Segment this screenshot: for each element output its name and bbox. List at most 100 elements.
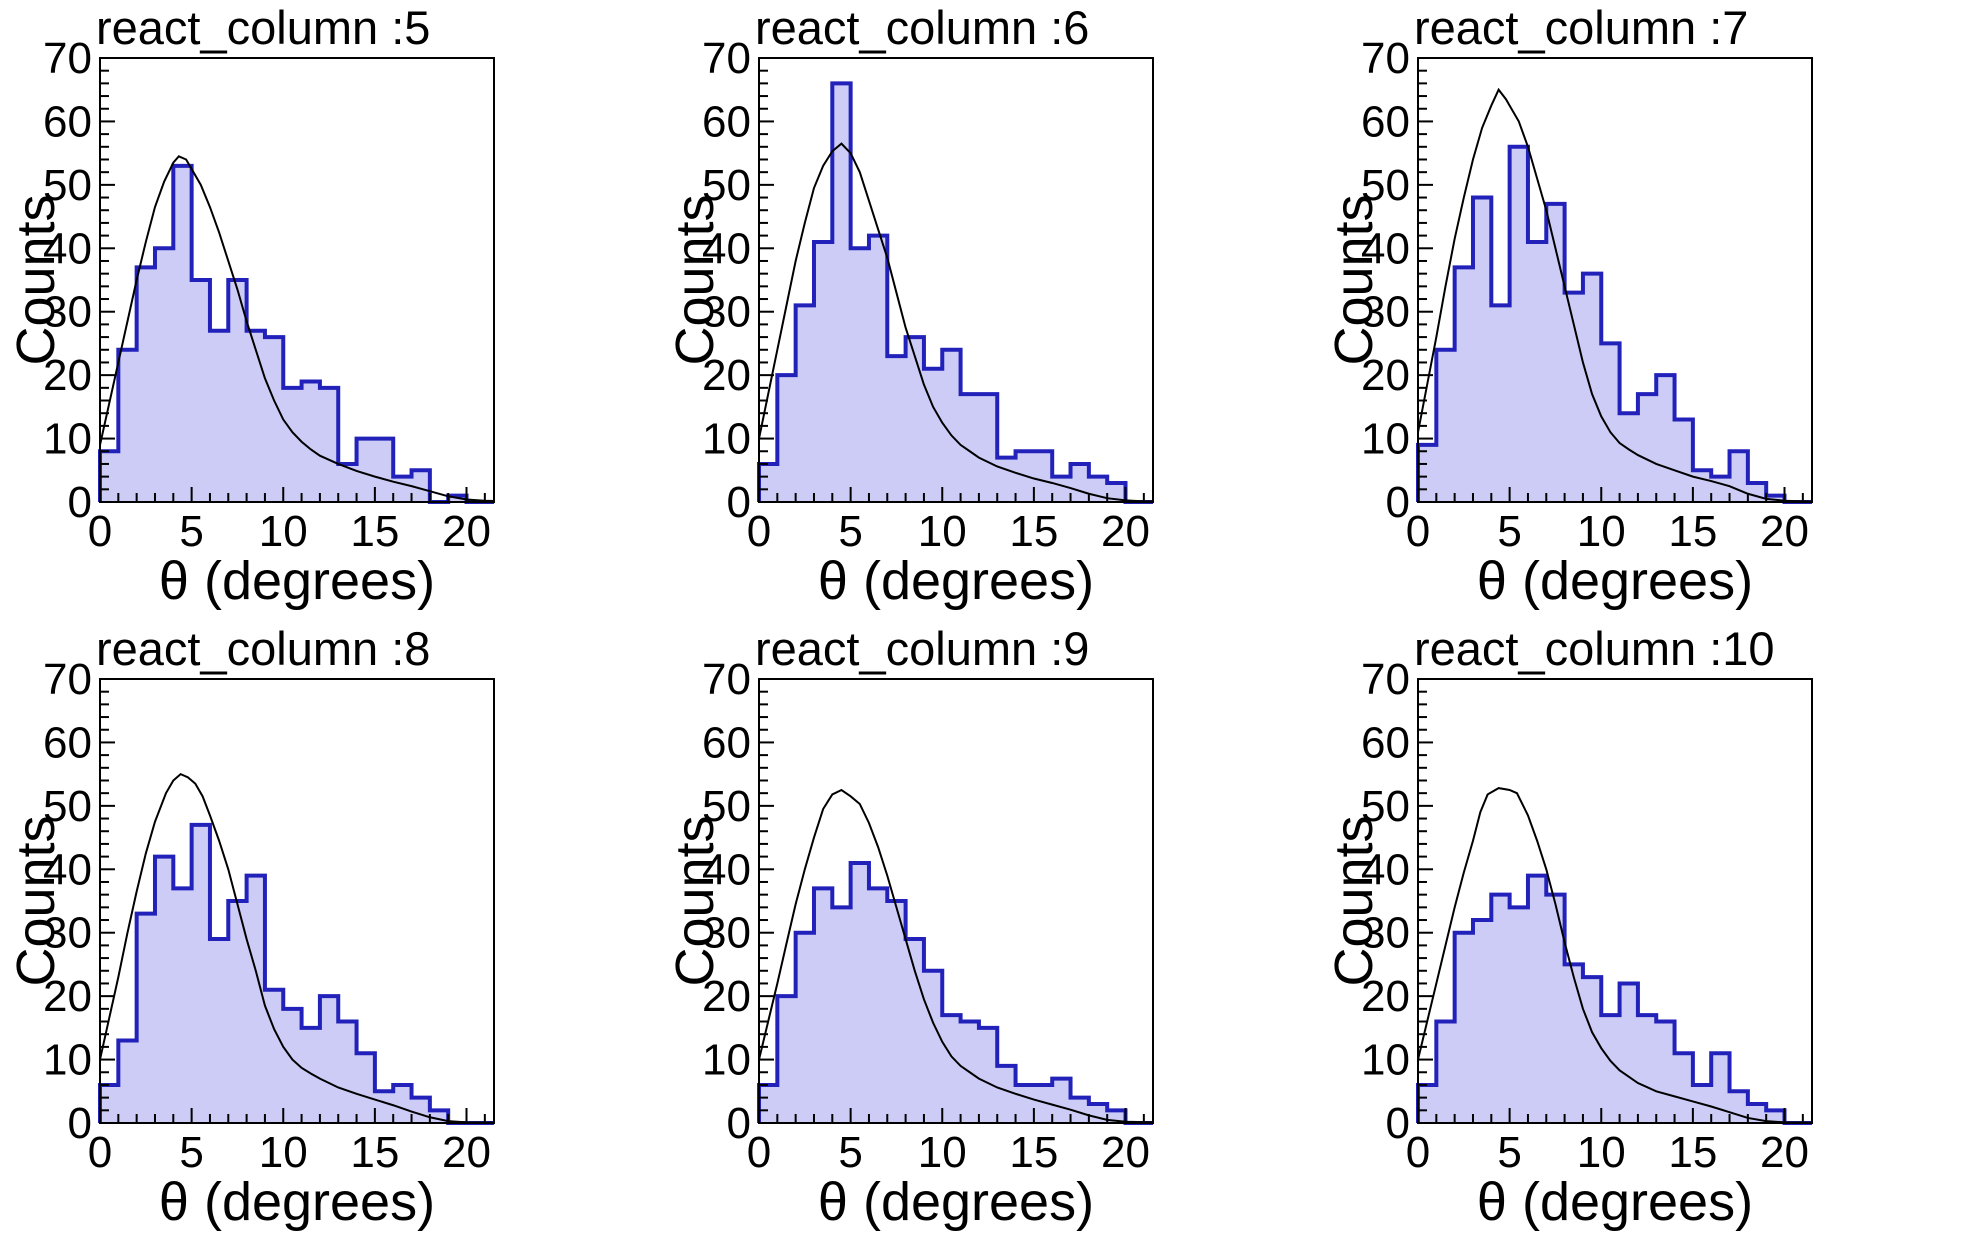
panel-title-react-column-5: react_column :5: [96, 1, 431, 54]
plot-frame: [1417, 678, 1813, 1124]
y-tick-label: 50: [43, 161, 92, 210]
y-tick-label: 10: [702, 415, 751, 464]
x-axis-title: θ (degrees): [1476, 1172, 1754, 1232]
x-tick-label: 15: [1668, 1128, 1717, 1177]
y-tick-label: 10: [1361, 1036, 1410, 1085]
y-tick-label: 60: [1361, 97, 1410, 146]
x-tick-label: 20: [1101, 1128, 1150, 1177]
x-tick-label: 5: [179, 1128, 203, 1177]
fit-curve: [1417, 787, 1813, 1124]
x-tick-label: 10: [918, 507, 967, 556]
histogram-plot-react-column-5: 0 5 10 15 20 0 10 20 30 40 50 60 70: [43, 34, 495, 556]
histogram-outline: [1416, 144, 1812, 504]
x-tick-label: 0: [747, 507, 771, 556]
x-axis-title: θ (degrees): [817, 551, 1095, 611]
x-tick-label: 0: [747, 1128, 771, 1177]
panel-title-react-column-9: react_column :9: [755, 622, 1090, 675]
y-tick-label: 70: [702, 34, 751, 83]
panel-title-react-column-7: react_column :7: [1414, 1, 1749, 54]
y-tick-label: 40: [1361, 845, 1410, 894]
histogram-plot-react-column-8: 0 5 10 15 20 0 10 20 30 40 50 60 70: [43, 655, 495, 1177]
x-axis-title: θ (degrees): [158, 551, 436, 611]
y-tick-label: 0: [68, 478, 92, 527]
y-tick-label: 50: [702, 161, 751, 210]
histogram-fill: [759, 862, 1153, 1123]
y-tick-label: 20: [702, 351, 751, 400]
x-tick-label: 20: [1101, 507, 1150, 556]
y-tick-label: 70: [1361, 34, 1410, 83]
histogram-plot-react-column-9: 0 5 10 15 20 0 10 20 30 40 50 60 70: [702, 655, 1154, 1177]
y-tick-label: 10: [1361, 415, 1410, 464]
histogram-fill: [100, 824, 494, 1123]
x-axis-title: θ (degrees): [158, 1172, 436, 1232]
panel-title-react-column-8: react_column :8: [96, 622, 431, 675]
histogram-fill: [100, 165, 494, 503]
x-tick-label: 20: [1760, 507, 1809, 556]
x-tick-label: 15: [1009, 1128, 1058, 1177]
y-tick-label: 70: [43, 655, 92, 704]
y-tick-label: 40: [702, 224, 751, 273]
plot-frame: [758, 57, 1154, 503]
y-tick-label: 10: [43, 415, 92, 464]
y-tick-label: 30: [1361, 909, 1410, 958]
x-axis-title: θ (degrees): [817, 1172, 1095, 1232]
y-tick-label: 60: [43, 718, 92, 767]
y-tick-label: 40: [1361, 224, 1410, 273]
y-tick-label: 0: [727, 478, 751, 527]
histogram-outline: [757, 81, 1153, 504]
histogram-plot-react-column-7: 0 5 10 15 20 0 10 20 30 40 50 60 70: [1361, 34, 1813, 556]
x-tick-label: 5: [1497, 1128, 1521, 1177]
panel-react-column-5: react_column :5 Counts θ (degrees) 0 5 10 1…: [0, 0, 659, 621]
y-tick-label: 20: [1361, 351, 1410, 400]
plot-frame: [99, 678, 495, 1124]
x-tick-label: 15: [350, 507, 399, 556]
x-tick-label: 0: [88, 507, 112, 556]
x-tick-label: 20: [442, 1128, 491, 1177]
y-tick-label: 30: [1361, 288, 1410, 337]
panel-react-column-6: react_column :6 Counts θ (degrees) 0 5 10 1…: [659, 0, 1318, 621]
y-tick-label: 50: [1361, 161, 1410, 210]
panel-react-column-7: react_column :7 Counts θ (degrees) 0 5 10 1…: [1318, 0, 1977, 621]
x-tick-label: 10: [918, 1128, 967, 1177]
y-tick-label: 70: [702, 655, 751, 704]
y-tick-label: 20: [43, 351, 92, 400]
x-tick-label: 10: [1577, 507, 1626, 556]
y-tick-label: 10: [702, 1036, 751, 1085]
x-tick-label: 5: [179, 507, 203, 556]
y-tick-label: 0: [1386, 478, 1410, 527]
y-tick-label: 30: [43, 909, 92, 958]
x-tick-label: 0: [1406, 507, 1430, 556]
y-tick-label: 0: [727, 1099, 751, 1148]
y-tick-label: 70: [43, 34, 92, 83]
x-tick-label: 15: [1668, 507, 1717, 556]
y-tick-label: 0: [1386, 1099, 1410, 1148]
x-tick-label: 0: [88, 1128, 112, 1177]
panel-title-react-column-6: react_column :6: [755, 1, 1090, 54]
histogram-fill: [759, 83, 1153, 502]
x-axis-title: θ (degrees): [1476, 551, 1754, 611]
y-tick-label: 20: [1361, 972, 1410, 1021]
plot-frame: [758, 678, 1154, 1124]
y-tick-label: 40: [43, 224, 92, 273]
y-tick-label: 40: [702, 845, 751, 894]
x-tick-label: 5: [1497, 507, 1521, 556]
fit-curve: [758, 788, 1154, 1124]
y-tick-label: 60: [1361, 718, 1410, 767]
x-tick-label: 15: [1009, 507, 1058, 556]
fit-curve: [758, 142, 1153, 503]
y-tick-label: 0: [68, 1099, 92, 1148]
y-tick-label: 20: [702, 972, 751, 1021]
y-tick-label: 60: [43, 97, 92, 146]
panel-react-column-8: react_column :8 Counts θ (degrees) 0 5 10 1…: [0, 621, 659, 1242]
x-tick-label: 5: [838, 1128, 862, 1177]
y-tick-label: 20: [43, 972, 92, 1021]
y-tick-label: 70: [1361, 655, 1410, 704]
panel-react-column-10: react_column :10 Counts θ (degrees) 0 5 10…: [1318, 621, 1977, 1242]
y-tick-label: 50: [1361, 782, 1410, 831]
histogram-plot-react-column-10: 0 5 10 15 20 0 10 20 30 40 50 60 70: [1361, 655, 1813, 1177]
y-tick-label: 30: [43, 288, 92, 337]
histogram-fill: [1418, 146, 1812, 503]
fit-curve: [99, 155, 495, 503]
plot-frame: [1417, 57, 1813, 503]
